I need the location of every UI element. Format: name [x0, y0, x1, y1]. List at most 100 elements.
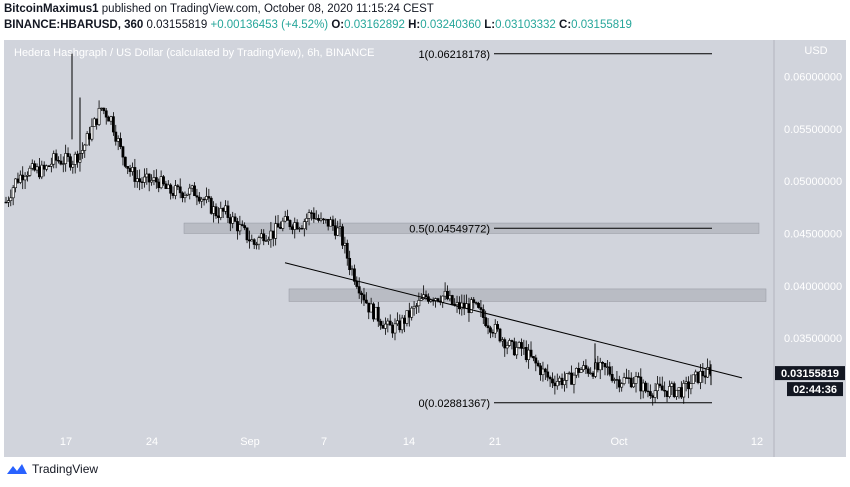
candle-body: [138, 178, 142, 183]
candle-body: [699, 370, 702, 383]
candle-body: [448, 295, 452, 300]
candle-body: [133, 167, 137, 182]
time-tick-label: 14: [403, 436, 415, 448]
candle-body: [314, 218, 318, 220]
candle-body: [684, 381, 688, 384]
candle-body: [617, 379, 621, 388]
candle-body: [345, 242, 349, 259]
candle-body: [658, 383, 662, 387]
candle-body: [694, 371, 698, 376]
candle-body: [33, 163, 37, 171]
price-tick-label: 0.05500000: [784, 124, 842, 136]
candle-body: [76, 153, 79, 163]
time-tick-label: 24: [146, 436, 158, 448]
candle-body: [28, 167, 32, 176]
candle-body: [195, 195, 199, 198]
candle-body: [369, 303, 373, 313]
brand-name: TradingView: [32, 462, 99, 476]
candle-body: [209, 197, 213, 214]
candle-body: [682, 383, 686, 398]
candle-body: [42, 164, 46, 170]
candle-body: [613, 379, 616, 381]
candle-body: [228, 217, 232, 224]
candle-body: [80, 150, 84, 154]
candle-body: [400, 317, 404, 331]
candle-body: [577, 368, 581, 373]
publish-info: BitcoinMaximus1 published on TradingView…: [4, 3, 434, 15]
candle-body: [276, 223, 280, 228]
candle-body: [121, 146, 125, 158]
price-axis[interactable]: [774, 40, 846, 427]
candle-body: [458, 302, 461, 310]
candle-body: [465, 303, 468, 309]
candle-body: [522, 347, 526, 349]
price-chart[interactable]: Hedera Hashgraph / US Dollar (calculated…: [4, 40, 846, 457]
candle-body: [410, 307, 414, 318]
candle-body: [190, 185, 194, 189]
candle-body: [663, 389, 667, 392]
tradingview-logo[interactable]: TradingView: [6, 462, 98, 476]
candle-body: [59, 160, 63, 165]
candle-body: [469, 299, 473, 313]
candle-body: [126, 166, 130, 169]
candle-body: [207, 196, 211, 199]
candle-body: [162, 176, 165, 185]
candle-body: [362, 294, 366, 301]
candle-body: [364, 299, 368, 304]
candle-body: [212, 206, 216, 214]
candle-body: [574, 368, 578, 376]
candle-body: [534, 357, 538, 364]
candle-body: [539, 365, 542, 376]
candle-body: [69, 156, 72, 168]
candle-body: [441, 295, 445, 303]
candle-body: [197, 196, 201, 202]
candle-body: [264, 240, 268, 242]
candle-body: [565, 373, 569, 381]
candle-body: [83, 144, 87, 151]
candle-body: [455, 302, 459, 306]
candle-body: [660, 385, 664, 391]
candle-body: [302, 221, 306, 230]
candle-body: [348, 257, 352, 271]
candle-body: [245, 227, 249, 241]
candle-body: [350, 268, 354, 271]
time-axis[interactable]: [4, 427, 846, 457]
candle-body: [23, 175, 27, 181]
candle-body: [403, 317, 406, 324]
candle-body: [648, 391, 652, 396]
candle-body: [696, 371, 700, 383]
candle-body: [319, 218, 323, 221]
candle-body: [14, 178, 17, 189]
candle-body: [274, 223, 278, 239]
countdown-text: 02:44:36: [793, 384, 837, 396]
open-value: 0.03162892: [344, 19, 405, 31]
candle-body: [157, 181, 161, 189]
candle-body: [543, 368, 547, 373]
candle-body: [563, 380, 566, 386]
price-tick-label: 0.05000000: [784, 176, 842, 188]
last-price: 0.03155819: [146, 19, 208, 31]
candle-body: [262, 233, 266, 242]
author-name[interactable]: BitcoinMaximus1: [4, 3, 99, 15]
candle-body: [326, 218, 330, 227]
countdown-box: [787, 382, 843, 397]
candle-body: [419, 298, 423, 301]
candle-body: [236, 221, 239, 232]
candle-body: [503, 339, 507, 349]
candle-body: [639, 376, 643, 392]
candle-body: [412, 306, 416, 309]
candle-body: [634, 376, 638, 384]
candle-body: [221, 208, 225, 212]
candle-body: [300, 227, 304, 230]
candle-body: [104, 110, 108, 118]
chart-svg[interactable]: Hedera Hashgraph / US Dollar (calculated…: [4, 40, 846, 457]
time-tick-label: Oct: [610, 436, 627, 448]
candle-body: [548, 376, 552, 380]
candle-body: [679, 387, 683, 398]
candle-body: [610, 373, 614, 381]
candle-body: [341, 226, 344, 246]
candle-body: [481, 309, 485, 318]
candle-body: [355, 281, 359, 287]
candle-body: [467, 303, 471, 313]
time-tick-label: Sep: [240, 436, 260, 448]
